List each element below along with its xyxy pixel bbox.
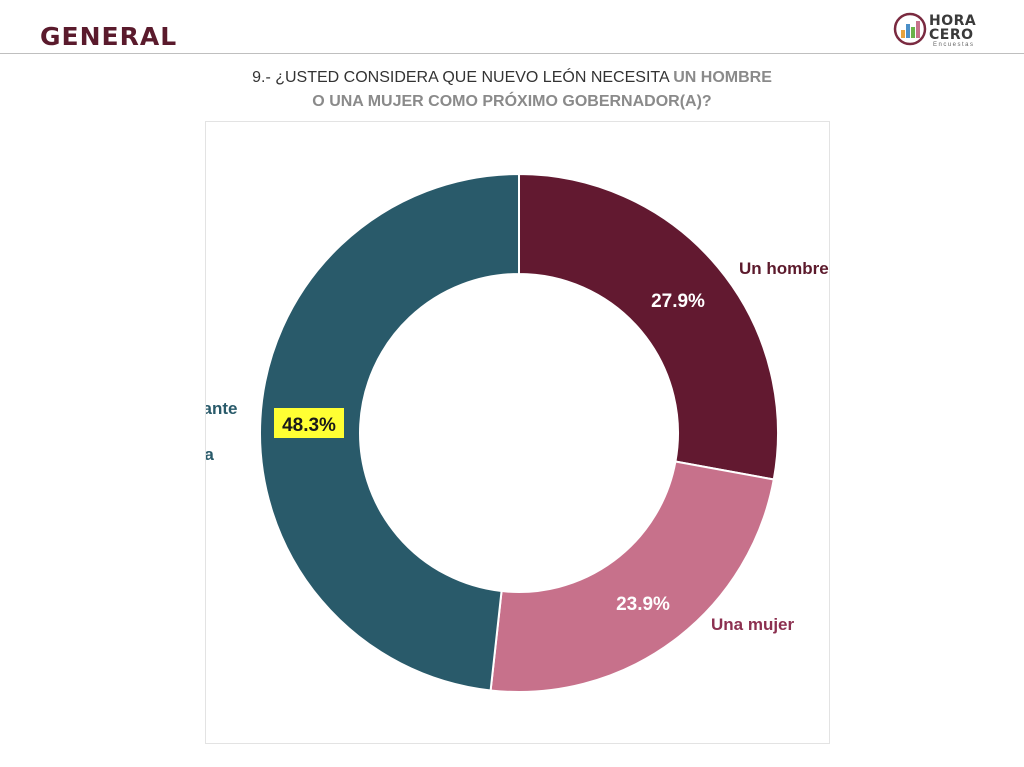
slice-category-label: Cualquiera — [206, 445, 214, 464]
header-divider — [0, 53, 1024, 54]
slice-value-label: 27.9% — [651, 291, 705, 312]
question-prefix: 9.- ¿USTED CONSIDERA QUE NUEVO LEÓN NECE… — [252, 69, 669, 86]
question-highlight-1: UN HOMBRE — [673, 69, 772, 86]
question-highlight-2: O UNA MUJER COMO PRÓXIMO GOBERNADOR(A)? — [312, 93, 712, 110]
section-title: GENERAL — [40, 22, 178, 51]
question-title: 9.- ¿USTED CONSIDERA QUE NUEVO LEÓN NECE… — [200, 66, 824, 114]
logo-mark-icon — [893, 12, 927, 46]
chart-frame: 27.9% Un hombre 23.9% Una mujer 48.3% Es irre… — [205, 121, 830, 744]
donut-slice — [259, 172, 520, 692]
slice-category-label: Es irrelevante — [206, 399, 238, 418]
logo-subtext: Encuestas — [933, 42, 975, 48]
donut-slice — [518, 172, 779, 481]
donut-slice — [489, 460, 775, 693]
slice-category-label: Una mujer — [711, 615, 795, 634]
value-highlight — [274, 408, 344, 438]
logo-text-line1: HORA — [929, 13, 977, 29]
logo-text-line2: CERO — [929, 27, 974, 43]
donut-chart: 27.9% Un hombre 23.9% Una mujer 48.3% Es irre… — [206, 172, 829, 693]
hora-cero-logo: HORA CERO Encuestas — [893, 12, 985, 48]
slice-category-label: Un hombre — [739, 259, 829, 278]
slice-value-label: 48.3% — [282, 415, 336, 436]
slice-value-label: 23.9% — [616, 594, 670, 615]
